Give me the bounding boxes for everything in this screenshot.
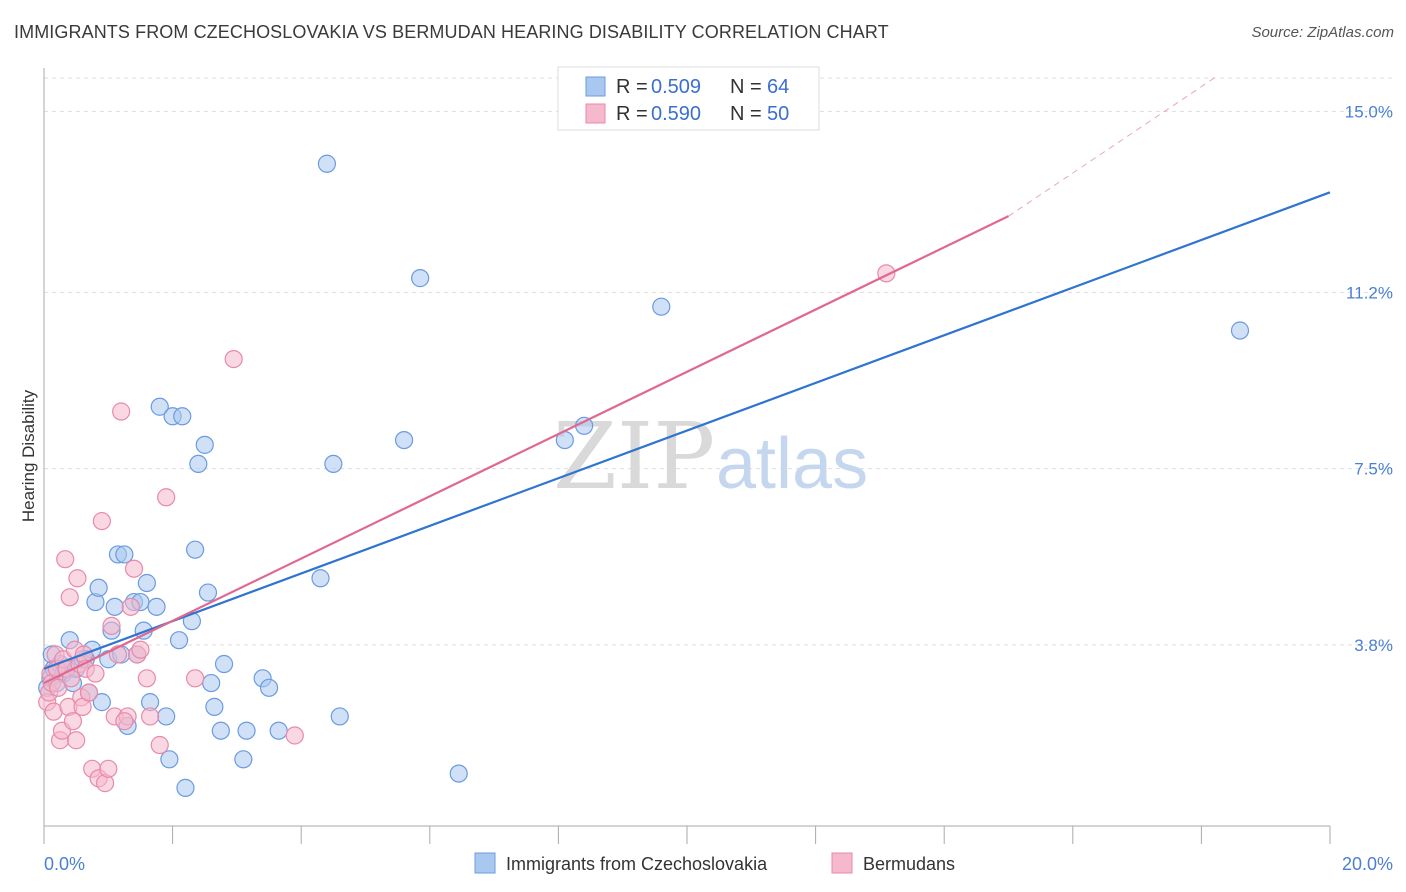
point-bermudans-43	[150, 735, 169, 755]
point-bermudans-44	[157, 488, 176, 507]
watermark-zip: ZIP	[553, 403, 715, 510]
point-czechoslovakia-31	[157, 707, 176, 726]
point-czechoslovakia-32	[160, 750, 179, 769]
point-bermudans-41	[137, 669, 156, 688]
point-czechoslovakia-29	[147, 597, 166, 616]
point-bermudans-27	[86, 664, 105, 683]
legend-r-label-1: R =	[616, 76, 648, 98]
series-legend: Immigrants from Czechoslovakia Bermudans	[474, 852, 955, 874]
legend-n-label-1: N =	[730, 76, 762, 98]
point-czechoslovakia-52	[317, 154, 337, 173]
point-czechoslovakia-60	[652, 297, 671, 316]
point-bermudans-35	[112, 402, 131, 421]
legend-n-value-2: 50	[767, 103, 789, 125]
x-tick-label-max: 20.0%	[1342, 854, 1393, 874]
legend-n-label-2: N =	[730, 103, 762, 125]
point-czechoslovakia-35	[173, 407, 192, 426]
point-czechoslovakia-36	[176, 778, 195, 797]
legend-r-value-1: 0.509	[651, 76, 701, 98]
legend-swatch-blue	[585, 76, 606, 97]
trendlines	[43, 77, 1331, 685]
point-czechoslovakia-54	[330, 707, 349, 726]
point-bermudans-25	[79, 683, 99, 702]
legend-n-value-1: 64	[767, 76, 789, 98]
point-czechoslovakia-14	[89, 578, 108, 597]
trendline-czechoslovakia	[43, 191, 1331, 670]
point-bermudans-45	[186, 669, 205, 688]
data-points	[38, 154, 1250, 797]
point-bermudans-14	[60, 588, 79, 607]
point-bermudans-29	[92, 511, 111, 531]
point-bermudans-18	[67, 731, 86, 750]
point-bermudans-49	[115, 712, 134, 731]
point-czechoslovakia-45	[214, 654, 234, 674]
point-bermudans-42	[140, 707, 160, 726]
series-swatch-czechoslovakia	[474, 852, 496, 874]
point-czechoslovakia-56	[411, 269, 430, 288]
point-czechoslovakia-34	[169, 631, 189, 650]
point-bermudans-46	[224, 349, 243, 369]
watermark-atlas: atlas	[716, 424, 868, 504]
point-czechoslovakia-55	[394, 430, 414, 450]
point-bermudans-19	[68, 569, 87, 588]
point-bermudans-37	[121, 597, 140, 616]
point-czechoslovakia-43	[205, 697, 224, 716]
point-czechoslovakia-51	[311, 569, 330, 588]
point-czechoslovakia-57	[449, 764, 468, 783]
point-bermudans-11	[56, 550, 75, 569]
series-label-bermudans: Bermudans	[863, 854, 955, 874]
point-czechoslovakia-21	[115, 545, 134, 564]
correlation-legend: R = 0.509 N = 64 R = 0.590 N = 50	[557, 66, 820, 131]
point-bermudans-31	[99, 759, 118, 778]
point-czechoslovakia-42	[202, 673, 221, 693]
point-czechoslovakia-39	[189, 454, 208, 474]
point-czechoslovakia-27	[137, 573, 156, 593]
y-tick-label-3: 15.0%	[1345, 102, 1393, 121]
trendline-bermudans-extension	[1008, 77, 1215, 217]
legend-r-value-2: 0.590	[651, 103, 701, 125]
point-bermudans-32	[102, 616, 121, 635]
point-czechoslovakia-40	[195, 435, 214, 454]
point-czechoslovakia-41	[198, 583, 218, 602]
watermark: ZIP atlas	[553, 403, 868, 510]
point-czechoslovakia-18	[105, 597, 124, 616]
legend-r-label-2: R =	[616, 103, 648, 125]
point-czechoslovakia-53	[324, 454, 343, 474]
point-czechoslovakia-44	[211, 721, 230, 740]
point-czechoslovakia-47	[237, 721, 256, 740]
point-bermudans-7	[49, 678, 68, 697]
y-tick-label-0: 3.8%	[1354, 636, 1393, 655]
point-bermudans-47	[285, 726, 304, 745]
source-label: Source: ZipAtlas.com	[1251, 24, 1394, 41]
point-bermudans-38	[124, 559, 144, 578]
x-tick-label-min: 0.0%	[44, 854, 85, 874]
point-bermudans-16	[63, 712, 83, 731]
point-bermudans-40	[131, 640, 150, 659]
point-czechoslovakia-50	[269, 721, 288, 740]
series-swatch-bermudans	[831, 852, 853, 874]
point-czechoslovakia-49	[259, 678, 279, 697]
y-tick-labels: 3.8% 7.5% 11.2% 15.0%	[1345, 102, 1393, 655]
y-axis-label: Hearing Disability	[19, 389, 38, 522]
point-czechoslovakia-46	[234, 750, 253, 769]
y-tick-label-2: 11.2%	[1346, 283, 1393, 302]
trendline-bermudans	[43, 215, 1009, 685]
point-czechoslovakia-61	[1230, 321, 1250, 340]
y-tick-label-1: 7.5%	[1354, 460, 1393, 479]
point-czechoslovakia-38	[186, 540, 205, 559]
legend-swatch-pink	[585, 103, 606, 124]
axes	[43, 68, 1331, 844]
point-bermudans-34	[108, 645, 128, 664]
series-label-czechoslovakia: Immigrants from Czechoslovakia	[506, 854, 768, 874]
chart-title: IMMIGRANTS FROM CZECHOSLOVAKIA VS BERMUD…	[14, 22, 889, 42]
point-czechoslovakia-15	[92, 693, 111, 712]
grid-lines	[44, 77, 1393, 646]
point-czechoslovakia-30	[150, 397, 169, 416]
